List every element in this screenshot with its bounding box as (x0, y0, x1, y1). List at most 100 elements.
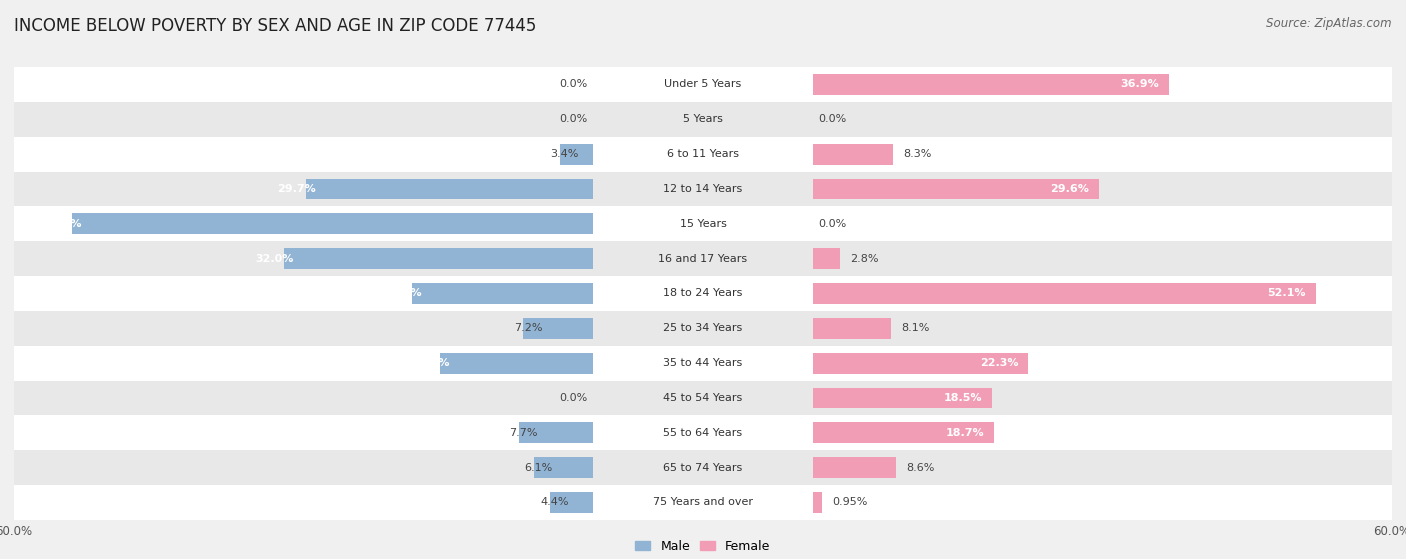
Bar (14, 206, 593, 241)
Bar (14, 345, 593, 381)
Bar (813, 457, 896, 478)
Text: 0.0%: 0.0% (818, 219, 846, 229)
Bar (593, 450, 813, 485)
Bar (534, 457, 593, 478)
Bar (72, 214, 593, 234)
Bar (813, 74, 1170, 95)
Bar (440, 353, 593, 373)
Text: 65 to 74 Years: 65 to 74 Years (664, 463, 742, 472)
Bar (593, 137, 813, 172)
Bar (813, 241, 1392, 276)
Bar (593, 381, 813, 415)
Bar (593, 276, 813, 311)
Bar (593, 311, 813, 345)
Text: Under 5 Years: Under 5 Years (665, 79, 741, 89)
Bar (14, 137, 593, 172)
Bar (14, 450, 593, 485)
Bar (284, 248, 593, 269)
Bar (813, 353, 1028, 373)
Bar (560, 144, 593, 164)
Bar (307, 178, 593, 200)
Bar (813, 178, 1098, 200)
Bar (813, 492, 823, 513)
Text: 8.3%: 8.3% (903, 149, 931, 159)
Text: 32.0%: 32.0% (256, 254, 294, 264)
Bar (813, 415, 1392, 450)
Text: 25 to 34 Years: 25 to 34 Years (664, 323, 742, 333)
Bar (813, 248, 841, 269)
Text: 8.1%: 8.1% (901, 323, 929, 333)
Text: 36.9%: 36.9% (1121, 79, 1160, 89)
Bar (593, 241, 813, 276)
Bar (813, 485, 1392, 520)
Bar (14, 381, 593, 415)
Bar (813, 450, 1392, 485)
Text: 5 Years: 5 Years (683, 115, 723, 124)
Legend: Male, Female: Male, Female (636, 540, 770, 553)
Text: 29.6%: 29.6% (1050, 184, 1090, 194)
Text: 55 to 64 Years: 55 to 64 Years (664, 428, 742, 438)
Bar (813, 318, 891, 339)
Bar (593, 345, 813, 381)
Text: 8.6%: 8.6% (905, 463, 934, 472)
Text: 16 and 17 Years: 16 and 17 Years (658, 254, 748, 264)
Text: 2.8%: 2.8% (849, 254, 879, 264)
Bar (813, 206, 1392, 241)
Text: 18.7%: 18.7% (945, 428, 984, 438)
Text: Source: ZipAtlas.com: Source: ZipAtlas.com (1267, 17, 1392, 30)
Bar (593, 67, 813, 102)
Bar (813, 276, 1392, 311)
Text: 4.4%: 4.4% (541, 498, 569, 508)
Text: 22.3%: 22.3% (980, 358, 1019, 368)
Text: 6 to 11 Years: 6 to 11 Years (666, 149, 740, 159)
Bar (813, 283, 1316, 304)
Bar (550, 492, 593, 513)
Text: 0.95%: 0.95% (832, 498, 868, 508)
Bar (14, 241, 593, 276)
Bar (813, 137, 1392, 172)
Bar (519, 423, 593, 443)
Bar (813, 67, 1392, 102)
Text: 7.2%: 7.2% (513, 323, 543, 333)
Text: 0.0%: 0.0% (818, 115, 846, 124)
Text: 75 Years and over: 75 Years and over (652, 498, 754, 508)
Text: 15.8%: 15.8% (412, 358, 450, 368)
Text: INCOME BELOW POVERTY BY SEX AND AGE IN ZIP CODE 77445: INCOME BELOW POVERTY BY SEX AND AGE IN Z… (14, 17, 537, 35)
Bar (593, 485, 813, 520)
Text: 12 to 14 Years: 12 to 14 Years (664, 184, 742, 194)
Text: 18.5%: 18.5% (943, 393, 981, 403)
Bar (813, 172, 1392, 206)
Text: 18 to 24 Years: 18 to 24 Years (664, 288, 742, 299)
Text: 35 to 44 Years: 35 to 44 Years (664, 358, 742, 368)
Bar (813, 381, 1392, 415)
Text: 52.1%: 52.1% (1268, 288, 1306, 299)
Bar (14, 102, 593, 137)
Text: 0.0%: 0.0% (560, 393, 588, 403)
Bar (14, 172, 593, 206)
Text: 0.0%: 0.0% (560, 115, 588, 124)
Bar (412, 283, 593, 304)
Text: 6.1%: 6.1% (524, 463, 553, 472)
Text: 54.0%: 54.0% (44, 219, 82, 229)
Text: 15 Years: 15 Years (679, 219, 727, 229)
Bar (813, 311, 1392, 345)
Text: 45 to 54 Years: 45 to 54 Years (664, 393, 742, 403)
Text: 7.7%: 7.7% (509, 428, 537, 438)
Bar (593, 172, 813, 206)
Text: 0.0%: 0.0% (560, 79, 588, 89)
Bar (14, 276, 593, 311)
Bar (14, 485, 593, 520)
Bar (813, 387, 991, 409)
Bar (813, 423, 994, 443)
Text: 3.4%: 3.4% (550, 149, 579, 159)
Bar (593, 415, 813, 450)
Bar (593, 206, 813, 241)
Text: 18.7%: 18.7% (384, 288, 422, 299)
Bar (14, 67, 593, 102)
Bar (14, 415, 593, 450)
Bar (523, 318, 593, 339)
Bar (593, 102, 813, 137)
Bar (813, 144, 893, 164)
Bar (14, 311, 593, 345)
Bar (813, 345, 1392, 381)
